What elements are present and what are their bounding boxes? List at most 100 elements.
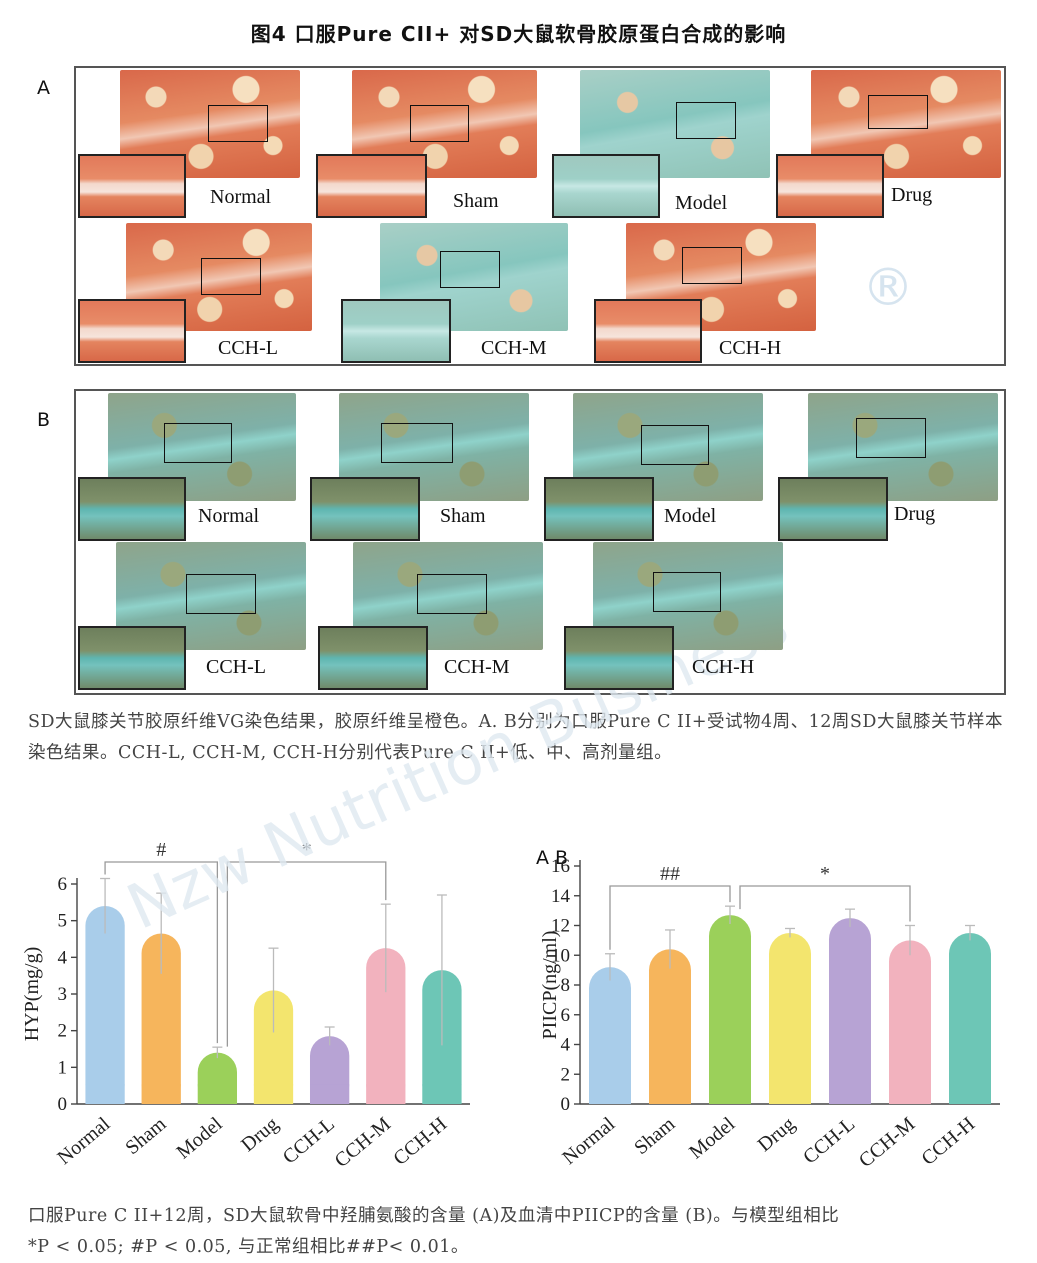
micrograph-inset-image [318, 626, 428, 690]
micrograph-label: CCH-M [444, 656, 510, 678]
piicp-chart-svg: A B 0 2 4 6 8 10 12 14 16 PIICP(ng/ml) Normal Sham Mo… [536, 847, 1000, 1172]
y-tick-label: 2 [561, 1064, 571, 1085]
bar-base-normal [589, 1083, 631, 1104]
micrograph-inset-image [564, 626, 674, 690]
caption-line-1: 口服Pure C II+12周，SD大鼠软骨中羟脯氨酸的含量 (A)及血清中PI… [28, 1206, 840, 1226]
y-tick-label: 1 [58, 1057, 68, 1078]
x-tick-label: Normal [558, 1113, 619, 1169]
micrograph-inset-image [544, 477, 654, 541]
bar-cch-l [829, 918, 871, 1104]
bar-base-cch-h [949, 1083, 991, 1104]
bar-base-cch-h [422, 1084, 462, 1104]
bar-model [709, 915, 751, 1104]
micrograph-inset-image [341, 299, 451, 363]
bar-base-drug [769, 1083, 811, 1104]
y-tick-label: 4 [561, 1035, 571, 1056]
bar-base-cch-l [309, 1084, 350, 1104]
bar-base-sham [141, 1084, 181, 1104]
micrograph-label: Model [664, 505, 717, 527]
bar-base-cch-m [889, 1083, 931, 1104]
significance-bracket [739, 885, 911, 922]
x-tick-label: CCH-M [855, 1113, 920, 1172]
bar-cch-m [366, 948, 406, 1104]
bar-drug [253, 990, 294, 1104]
micrograph-inset-image [78, 626, 186, 690]
zoom-region-box [676, 102, 736, 139]
zoom-region-box [653, 572, 721, 612]
x-tick-label: CCH-L [279, 1113, 339, 1168]
micrograph-label: CCH-L [218, 337, 278, 359]
bar-base-drug [253, 1084, 294, 1104]
bar-base-model [197, 1084, 238, 1104]
x-tick-label: Model [172, 1113, 226, 1164]
chart-panel-label: A B [536, 847, 568, 869]
significance-bracket [609, 885, 731, 950]
micrograph-label: CCH-H [692, 656, 755, 678]
bar-base-cch-l [829, 1083, 871, 1104]
micrograph-inset-image [552, 154, 660, 218]
micrograph-label: Normal [210, 186, 272, 208]
significance-label: ## [660, 863, 680, 885]
significance-bracket [226, 861, 387, 1047]
x-tick-label: Sham [121, 1113, 170, 1159]
panel-a-letter: A [37, 77, 50, 99]
zoom-region-box [410, 105, 469, 142]
y-tick-label: 5 [58, 911, 68, 932]
micrograph-label: CCH-M [481, 337, 547, 359]
significance-label: # [156, 839, 166, 861]
micrograph-inset-image [78, 299, 186, 363]
zoom-region-box [381, 423, 453, 463]
y-axis-label: PIICP(ng/ml) [539, 931, 561, 1040]
micrograph-label: CCH-L [206, 656, 266, 678]
x-tick-label: CCH-H [917, 1113, 979, 1170]
zoom-region-box [208, 105, 268, 142]
bar-base-sham [649, 1083, 691, 1104]
micrograph-inset-image [778, 477, 888, 541]
x-tick-label: Drug [237, 1113, 283, 1156]
x-tick-label: CCH-L [799, 1113, 859, 1168]
y-tick-label: 0 [58, 1094, 68, 1115]
significance-bracket [104, 861, 219, 1044]
micrograph-label: Normal [198, 505, 260, 527]
x-tick-label: Drug [754, 1113, 800, 1156]
y-tick-label: 3 [58, 984, 68, 1005]
bar-base-cch-m [366, 1084, 406, 1104]
hyp-bar-chart: 0 1 2 3 4 5 6 HYP(mg/g) Normal Sham Model Drug CCH-L… [20, 839, 500, 1180]
zoom-region-box [641, 425, 709, 465]
zoom-region-box [417, 574, 487, 614]
x-tick-label: Model [685, 1113, 739, 1164]
zoom-region-box [186, 574, 256, 614]
y-tick-label: 16 [551, 856, 570, 877]
micrograph-inset-image [310, 477, 420, 541]
micrograph-inset-image [78, 477, 186, 541]
figure-caption-charts: 口服Pure C II+12周，SD大鼠软骨中羟脯氨酸的含量 (A)及血清中PI… [28, 1201, 1008, 1263]
zoom-region-box [868, 95, 928, 129]
hyp-chart-svg: 0 1 2 3 4 5 6 HYP(mg/g) Normal Sham Model DrugCCH-L… [21, 839, 470, 1172]
y-tick-label: 6 [561, 1005, 571, 1026]
piicp-bar-chart: A B 0 2 4 6 8 10 12 14 16 PIICP(ng/ml) Normal Sham Mo… [530, 840, 1020, 1180]
micrograph-label: Sham [453, 190, 499, 212]
significance-label: * [820, 863, 830, 885]
x-tick-label: Sham [630, 1113, 679, 1159]
y-tick-label: 4 [58, 947, 68, 968]
y-tick-label: 6 [58, 874, 68, 895]
micrograph-label: CCH-H [719, 337, 782, 359]
zoom-region-box [856, 418, 926, 458]
micrograph-label: Sham [440, 505, 486, 527]
bar-sham [141, 933, 181, 1104]
micrograph-label: Drug [891, 184, 933, 206]
micrograph-label: Model [675, 192, 728, 214]
figure-title: 图4 口服Pure CII+ 对SD大鼠软骨胶原蛋白合成的影响 [250, 22, 787, 46]
bar-sham [649, 949, 691, 1104]
zoom-region-box [201, 258, 261, 295]
y-tick-label: 2 [58, 1021, 68, 1042]
y-axis-label: HYP(mg/g) [21, 947, 43, 1041]
panel-b-letter: B [37, 409, 51, 431]
bar-drug [769, 932, 811, 1104]
bar-base-normal [85, 1084, 125, 1104]
bar-base-model [709, 1083, 751, 1104]
bar-cch-h [949, 932, 991, 1104]
zoom-region-box [682, 247, 742, 284]
bar-normal [85, 906, 125, 1104]
micrograph-inset-image [78, 154, 186, 218]
